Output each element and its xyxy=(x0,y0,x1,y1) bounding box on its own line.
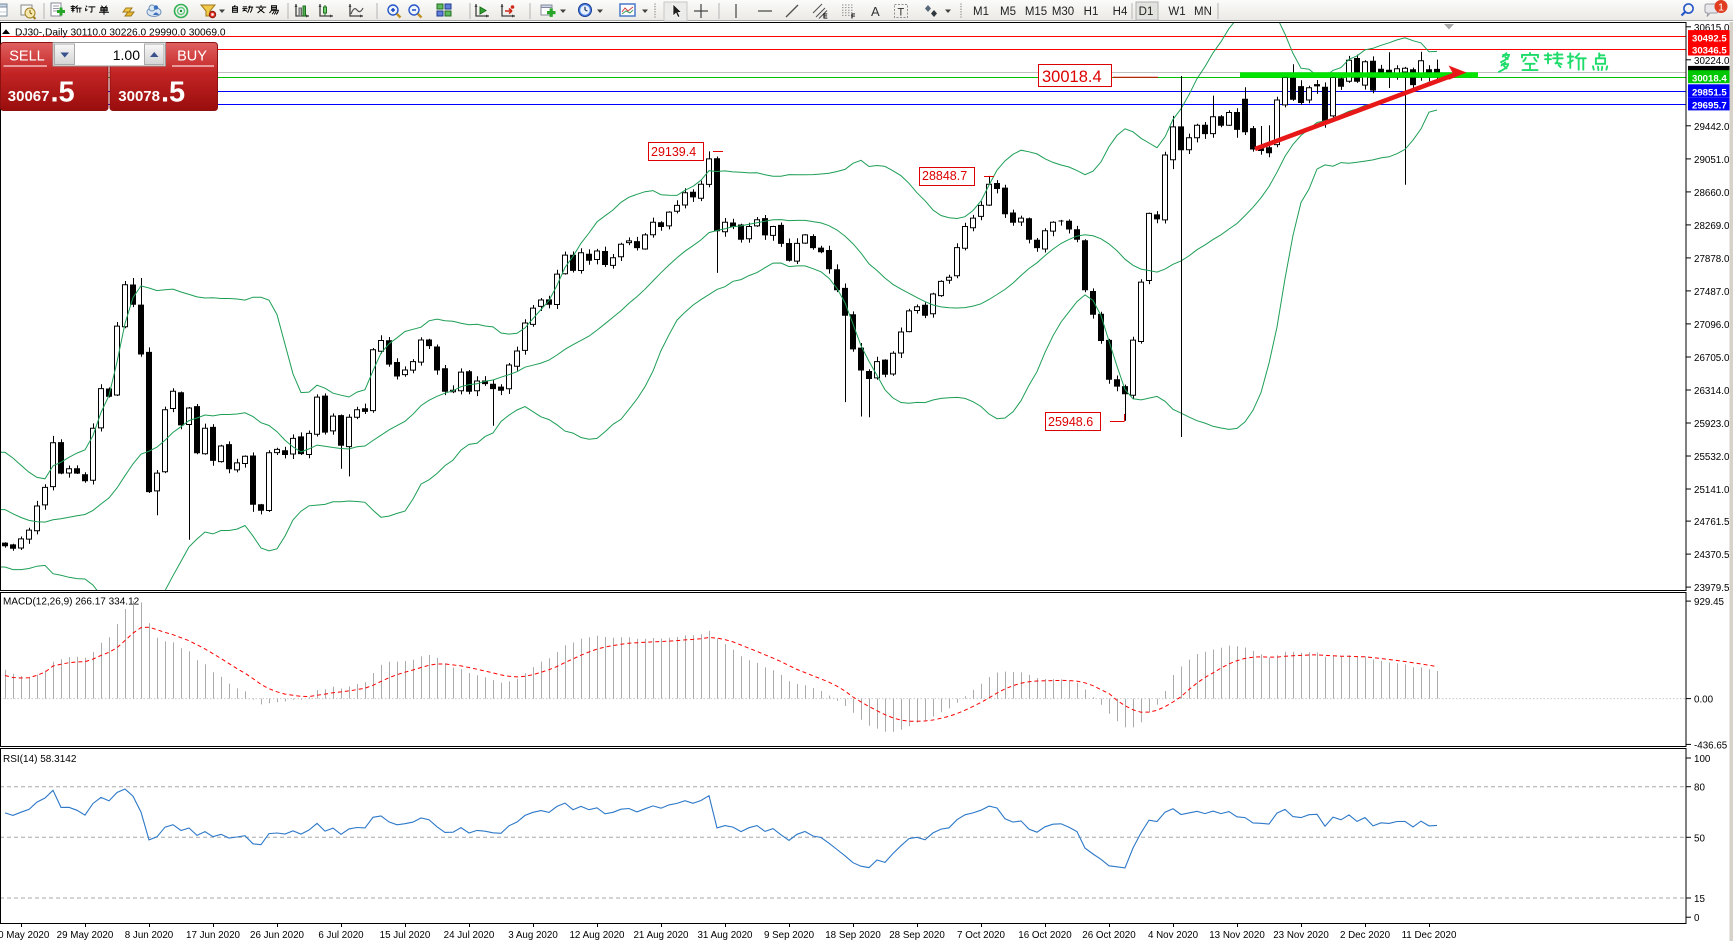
svg-text:.5: .5 xyxy=(161,77,185,109)
svg-text:31 Aug 2020: 31 Aug 2020 xyxy=(697,930,753,941)
svg-text:29139.4: 29139.4 xyxy=(651,145,696,159)
svg-text:1: 1 xyxy=(1718,2,1724,14)
svg-text:15 Jul 2020: 15 Jul 2020 xyxy=(380,930,431,941)
svg-text:17 Jun 2020: 17 Jun 2020 xyxy=(186,930,240,941)
svg-text:M1: M1 xyxy=(973,6,989,18)
svg-text:23 Nov 2020: 23 Nov 2020 xyxy=(1273,930,1329,941)
svg-text:0: 0 xyxy=(1694,913,1700,924)
svg-text:30346.5: 30346.5 xyxy=(1692,46,1727,57)
svg-text:25532.0: 25532.0 xyxy=(1694,452,1730,463)
svg-text:27878.0: 27878.0 xyxy=(1694,254,1730,265)
svg-text:8 Jun 2020: 8 Jun 2020 xyxy=(125,930,174,941)
svg-text:M30: M30 xyxy=(1052,6,1074,18)
svg-text:A: A xyxy=(871,4,880,19)
svg-text:28 Sep 2020: 28 Sep 2020 xyxy=(889,930,945,941)
svg-text:28660.0: 28660.0 xyxy=(1694,188,1730,199)
svg-text:29442.0: 29442.0 xyxy=(1694,122,1730,133)
svg-text:29851.5: 29851.5 xyxy=(1692,88,1727,99)
svg-text:18 Sep 2020: 18 Sep 2020 xyxy=(825,930,881,941)
svg-text:.5: .5 xyxy=(51,77,75,109)
svg-text:25948.6: 25948.6 xyxy=(1048,415,1093,429)
svg-text:26314.0: 26314.0 xyxy=(1694,386,1730,397)
svg-text:29 May 2020: 29 May 2020 xyxy=(57,930,114,941)
svg-text:T: T xyxy=(898,7,905,19)
svg-text:29695.7: 29695.7 xyxy=(1692,101,1727,112)
svg-text:9 Sep 2020: 9 Sep 2020 xyxy=(764,930,815,941)
svg-text:28848.7: 28848.7 xyxy=(922,169,967,183)
svg-text:20 May 2020: 20 May 2020 xyxy=(0,930,50,941)
svg-text:F: F xyxy=(851,14,856,21)
svg-text:30492.5: 30492.5 xyxy=(1692,33,1727,44)
svg-text:H1: H1 xyxy=(1084,6,1099,18)
svg-text:80: 80 xyxy=(1694,783,1705,794)
svg-text:26 Oct 2020: 26 Oct 2020 xyxy=(1082,930,1136,941)
svg-text:D1: D1 xyxy=(1139,6,1154,18)
svg-text:6 Jul 2020: 6 Jul 2020 xyxy=(318,930,364,941)
svg-text:SELL: SELL xyxy=(9,49,44,65)
svg-text:DJ30-,Daily 30110.0 30226.0 2: DJ30-,Daily 30110.0 30226.0 29990.0 3006… xyxy=(15,28,226,39)
svg-text:MN: MN xyxy=(1194,6,1212,18)
svg-text:13 Nov 2020: 13 Nov 2020 xyxy=(1209,930,1265,941)
svg-text:15: 15 xyxy=(1694,894,1705,905)
svg-text:25141.0: 25141.0 xyxy=(1694,485,1730,496)
svg-text:30078: 30078 xyxy=(118,88,160,105)
svg-text:30067: 30067 xyxy=(8,88,50,105)
svg-text:7 Oct 2020: 7 Oct 2020 xyxy=(957,930,1005,941)
svg-text:28269.0: 28269.0 xyxy=(1694,221,1730,232)
svg-text:M5: M5 xyxy=(1000,6,1016,18)
svg-text:BUY: BUY xyxy=(177,49,207,65)
svg-text:26705.0: 26705.0 xyxy=(1694,353,1730,364)
svg-text:M15: M15 xyxy=(1025,6,1047,18)
svg-text:23979.5: 23979.5 xyxy=(1694,583,1730,594)
svg-text:E: E xyxy=(823,14,828,21)
svg-text:-436.65: -436.65 xyxy=(1694,740,1728,751)
svg-text:24 Jul 2020: 24 Jul 2020 xyxy=(444,930,495,941)
svg-text:24761.5: 24761.5 xyxy=(1694,517,1730,528)
svg-text:30018.4: 30018.4 xyxy=(1042,68,1102,86)
svg-text:21 Aug 2020: 21 Aug 2020 xyxy=(633,930,689,941)
svg-text:RSI(14) 58.3142: RSI(14) 58.3142 xyxy=(3,754,77,765)
svg-text:929.45: 929.45 xyxy=(1694,597,1725,608)
svg-text:29051.0: 29051.0 xyxy=(1694,155,1730,166)
svg-text:2 Dec 2020: 2 Dec 2020 xyxy=(1340,930,1391,941)
svg-text:H4: H4 xyxy=(1113,6,1128,18)
svg-text:0.00: 0.00 xyxy=(1694,695,1714,706)
svg-text:W1: W1 xyxy=(1168,6,1185,18)
svg-text:50: 50 xyxy=(1694,833,1705,844)
svg-text:27096.0: 27096.0 xyxy=(1694,320,1730,331)
svg-text:27487.0: 27487.0 xyxy=(1694,287,1730,298)
svg-text:4 Nov 2020: 4 Nov 2020 xyxy=(1148,930,1199,941)
svg-text:30615.0: 30615.0 xyxy=(1694,23,1730,34)
svg-text:30018.4: 30018.4 xyxy=(1692,73,1727,84)
svg-text:26 Jun 2020: 26 Jun 2020 xyxy=(250,930,304,941)
svg-text:25923.0: 25923.0 xyxy=(1694,419,1730,430)
svg-text:1.00: 1.00 xyxy=(113,47,140,63)
svg-text:MACD(12,26,9) 266.17 334.12: MACD(12,26,9) 266.17 334.12 xyxy=(3,597,140,608)
svg-text:24370.5: 24370.5 xyxy=(1694,550,1730,561)
svg-text:16 Oct 2020: 16 Oct 2020 xyxy=(1018,930,1072,941)
svg-text:3 Aug 2020: 3 Aug 2020 xyxy=(508,930,558,941)
svg-text:12 Aug 2020: 12 Aug 2020 xyxy=(569,930,625,941)
svg-text:100: 100 xyxy=(1694,754,1711,765)
svg-text:11 Dec 2020: 11 Dec 2020 xyxy=(1402,930,1457,941)
svg-text:30224.0: 30224.0 xyxy=(1694,56,1730,67)
